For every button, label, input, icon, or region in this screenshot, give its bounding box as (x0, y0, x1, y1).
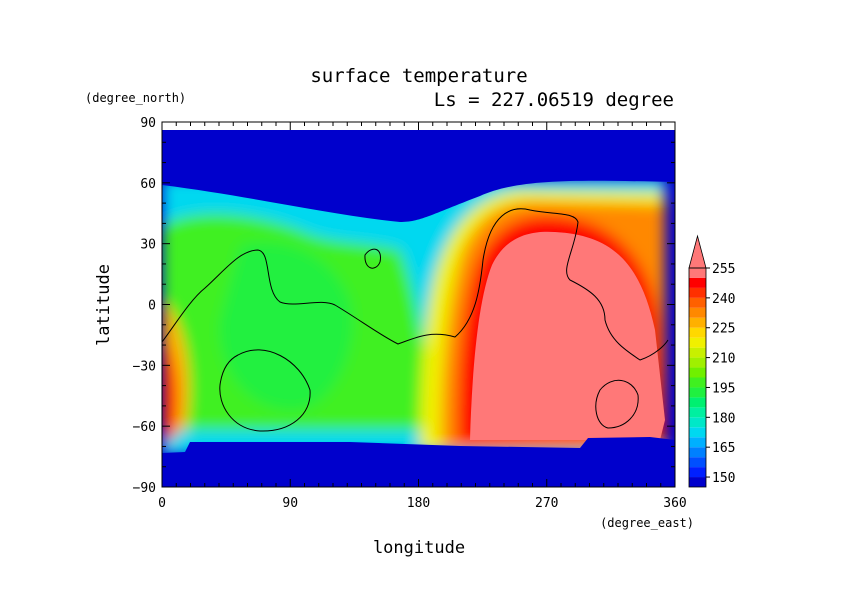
colorbar-swatch (689, 357, 706, 368)
y-tick-label: 30 (140, 238, 156, 253)
colorbar-label: 180 (712, 411, 735, 426)
chart-subtitle: Ls = 227.06519 degree (434, 89, 674, 111)
south-polar-cold-region (162, 437, 675, 487)
warm-core-region (470, 231, 665, 440)
x-unit-label: (degree_east) (600, 516, 694, 530)
argyre-contour (595, 380, 639, 429)
dichotomy-contour (162, 208, 669, 361)
colorbar-label: 255 (712, 262, 735, 277)
colorbar-swatch (689, 317, 706, 328)
colorbar-label: 165 (712, 441, 735, 456)
colorbar-label: 240 (712, 292, 735, 307)
small-contour (364, 248, 382, 269)
colorbar-swatch (689, 337, 706, 348)
colorbar-swatch (689, 287, 706, 298)
colorbar-label: 210 (712, 352, 735, 367)
y-tick-label: 0 (148, 299, 156, 314)
x-axis-label: longitude (373, 538, 465, 558)
chart-title: surface temperature (310, 65, 527, 87)
colorbar-swatch (689, 457, 706, 468)
axes: 0 90 180 270 360 90 60 30 0 −30 −60 −90 (133, 116, 687, 511)
topography-contours (162, 208, 669, 432)
colorbar: 150 165 180 195 210 225 240 255 (688, 234, 735, 488)
colorbar-swatch (689, 477, 706, 487)
colorbar-swatch (689, 447, 706, 458)
temperature-field (162, 122, 675, 487)
colorbar-swatch (689, 417, 706, 428)
colorbar-swatch (689, 347, 706, 358)
y-unit-label: (degree_north) (85, 91, 186, 105)
colorbar-swatch (689, 377, 706, 388)
hellas-contour (219, 349, 311, 432)
colorbar-label: 195 (712, 381, 735, 396)
x-tick-label: 270 (535, 496, 558, 511)
colorbar-swatch (689, 367, 706, 378)
colorbar-frame (688, 267, 707, 488)
colorbar-swatch (689, 277, 706, 288)
y-axis-label: latitude (94, 264, 114, 346)
y-tick-label: −60 (133, 420, 156, 435)
x-tick-label: 90 (282, 496, 298, 511)
x-tick-label: 0 (158, 496, 166, 511)
colorbar-swatch (689, 268, 706, 278)
north-polar-cold-region (162, 130, 675, 222)
y-tick-label: 90 (140, 116, 156, 131)
colorbar-swatch (689, 387, 706, 398)
colorbar-swatch (689, 307, 706, 318)
colorbar-swatch (689, 297, 706, 308)
colorbar-extend-arrow (688, 234, 707, 269)
colorbar-swatch (689, 407, 706, 418)
y-tick-label: −90 (133, 481, 156, 496)
colorbar-swatch (689, 397, 706, 408)
colorbar-label: 150 (712, 471, 735, 486)
colorbar-swatch (689, 467, 706, 478)
x-tick-label: 360 (663, 496, 686, 511)
colorbar-swatch (689, 437, 706, 448)
colorbar-label: 225 (712, 322, 735, 337)
colorbar-swatch (689, 327, 706, 338)
y-tick-label: 60 (140, 177, 156, 192)
x-tick-label: 180 (407, 496, 430, 511)
y-tick-label: −30 (133, 359, 156, 374)
colorbar-swatch (689, 427, 706, 438)
